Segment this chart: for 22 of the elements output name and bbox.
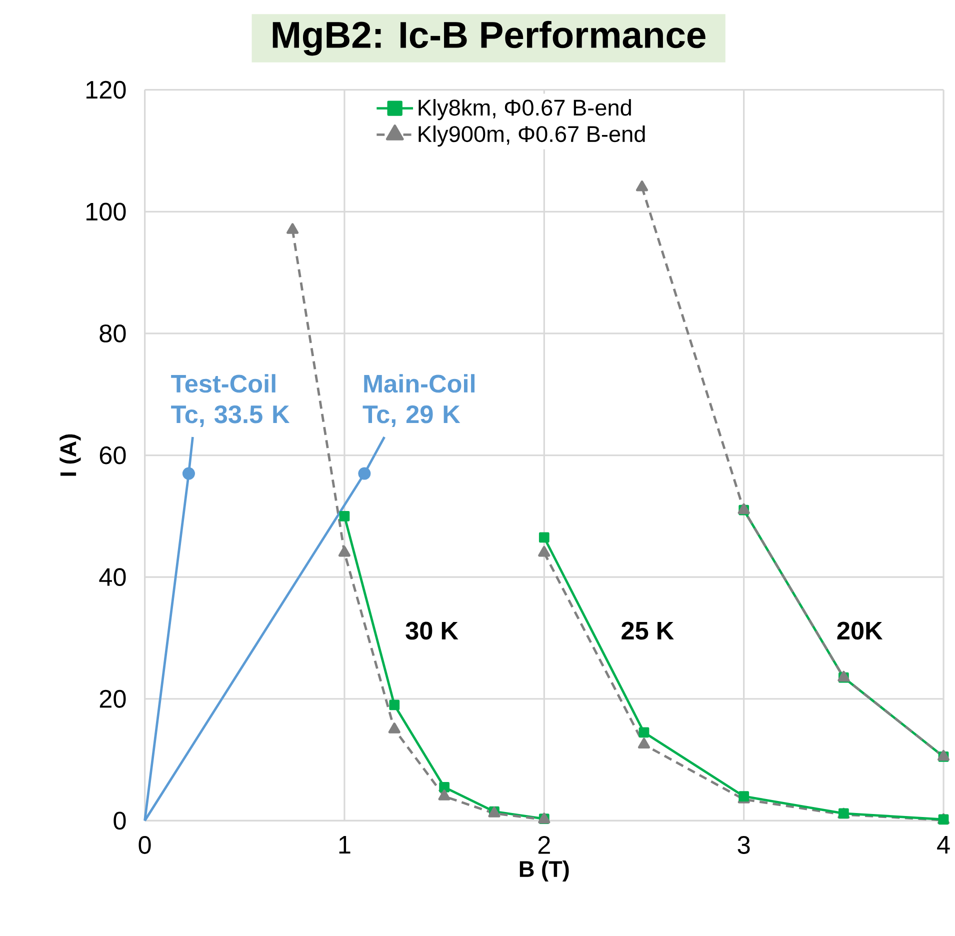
y-tick-label: 80 <box>100 324 126 343</box>
y-tick-label: 0 <box>114 812 126 830</box>
x-tick-label: 3 <box>738 836 750 854</box>
y-tick-label: 100 <box>86 202 126 221</box>
annotation: Test-Coil Tc, 33.5 K <box>171 374 290 428</box>
annotation: 25 K <box>622 622 674 640</box>
x-tick-label: 0 <box>138 836 151 854</box>
legend-label: Kly8km, Φ0.67 B-end <box>418 99 631 120</box>
x-axis-title: B (T) <box>520 860 569 882</box>
y-tick-label: 60 <box>100 446 126 464</box>
x-tick-label: 1 <box>339 836 350 854</box>
y-tick-label: 40 <box>99 568 126 586</box>
y-axis-title: I (A) <box>60 434 81 476</box>
annotation: 20K <box>837 622 883 640</box>
x-tick-label: 4 <box>937 836 950 854</box>
y-tick-label: 120 <box>86 81 126 100</box>
legend-label: Kly900m, Φ0.67 B-end <box>418 126 645 147</box>
annotation: Main-Coil Tc, 29 K <box>362 374 475 428</box>
annotation: 30 K <box>406 622 458 640</box>
chart-title: MgB2: Ic-B Performance <box>272 21 706 56</box>
x-tick-label: 2 <box>538 836 550 854</box>
y-tick-label: 20 <box>100 690 126 708</box>
